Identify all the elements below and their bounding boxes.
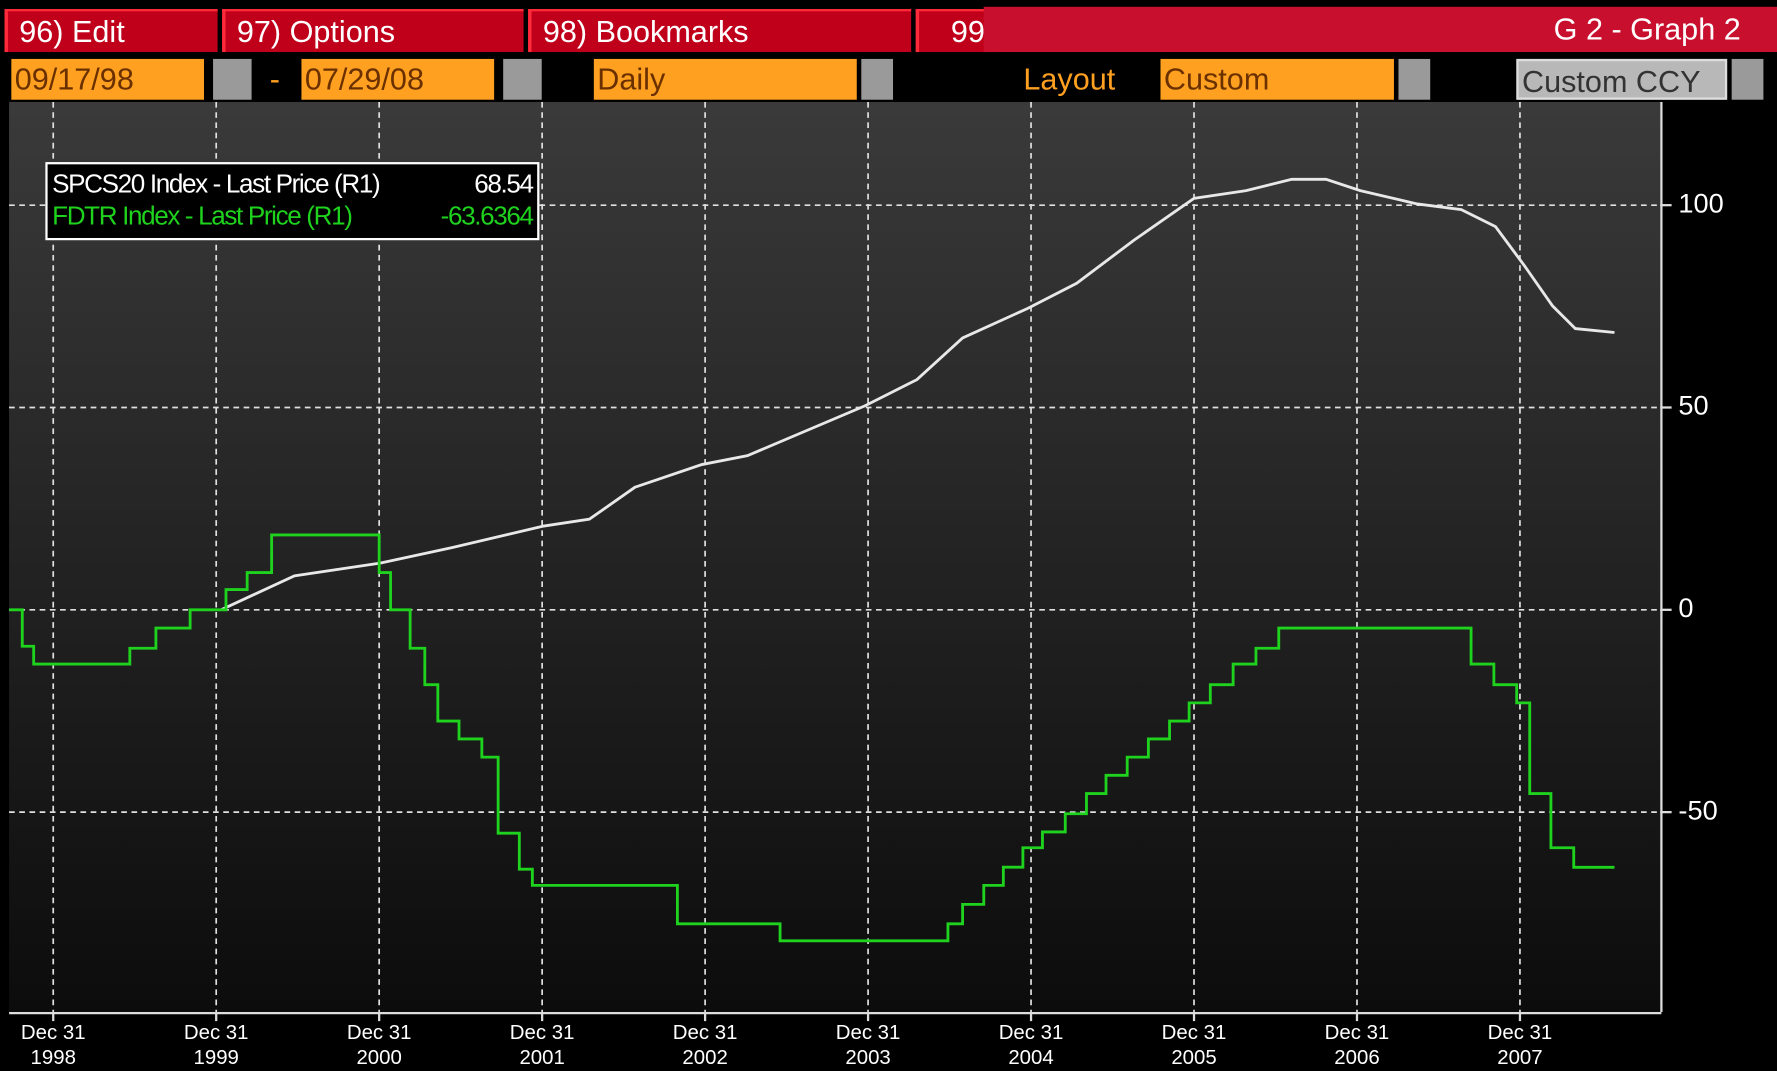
end-date-button[interactable]: [503, 58, 542, 100]
x-tick-label: Dec 31 1998: [20, 1021, 86, 1069]
x-tick-label: Dec 31 2005: [1161, 1021, 1227, 1069]
legend: SPCS20 Index - Last Price (R1) 68.54 FDTR…: [45, 162, 540, 241]
y-tick-label: 100: [1678, 187, 1723, 218]
y-tick-label: 50: [1678, 390, 1708, 421]
legend-name: FDTR Index - Last Price (R1): [52, 200, 353, 231]
series-line: [220, 177, 1615, 612]
x-tick-label: Dec 31 2006: [1324, 1021, 1390, 1069]
layout-label: Layout: [1023, 62, 1116, 97]
x-tick-label: Dec 31 2004: [998, 1021, 1064, 1069]
legend-entry: SPCS20 Index - Last Price (R1) 68.54: [52, 168, 534, 200]
x-tick-label: Dec 31 2000: [346, 1021, 412, 1069]
start-date-button[interactable]: [213, 58, 252, 100]
y-tick-label: 0: [1678, 592, 1693, 623]
end-date[interactable]: 07/29/08: [301, 58, 495, 100]
tab-options[interactable]: 97) Options: [222, 9, 524, 53]
legend-last-value: 68.54: [474, 168, 534, 199]
x-tick-label: Dec 31 1999: [183, 1021, 249, 1069]
period[interactable]: Daily: [593, 58, 857, 100]
tab-bookmarks[interactable]: 98) Bookmarks: [528, 9, 912, 53]
layout-button[interactable]: [1398, 58, 1431, 100]
x-tick-label: Dec 31 2003: [835, 1021, 901, 1069]
tab-edit[interactable]: 96) Edit: [4, 9, 218, 53]
period-button[interactable]: [861, 58, 894, 100]
currency-button[interactable]: [1731, 58, 1764, 100]
legend-entry: FDTR Index - Last Price (R1) -63.6364: [52, 199, 534, 231]
plot-area: [9, 101, 1661, 1013]
legend-last-value: -63.6364: [440, 200, 534, 231]
legend-name: SPCS20 Index - Last Price (R1): [52, 168, 381, 199]
tab-more[interactable]: 99: [915, 9, 996, 53]
series-line: [9, 533, 1615, 943]
currency[interactable]: Custom CCY: [1516, 58, 1728, 100]
start-date[interactable]: 09/17/98: [11, 58, 204, 100]
x-tick-label: Dec 31 2002: [672, 1021, 738, 1069]
date-separator: -: [269, 62, 280, 97]
layout[interactable]: Custom: [1160, 58, 1394, 100]
y-tick-label: -50: [1678, 794, 1717, 825]
screen-title: G 2 - Graph 2: [983, 6, 1777, 53]
x-tick-label: Dec 31 2001: [509, 1021, 575, 1069]
x-tick-label: Dec 31 2007: [1487, 1021, 1553, 1069]
top-strip: [0, 0, 1777, 10]
